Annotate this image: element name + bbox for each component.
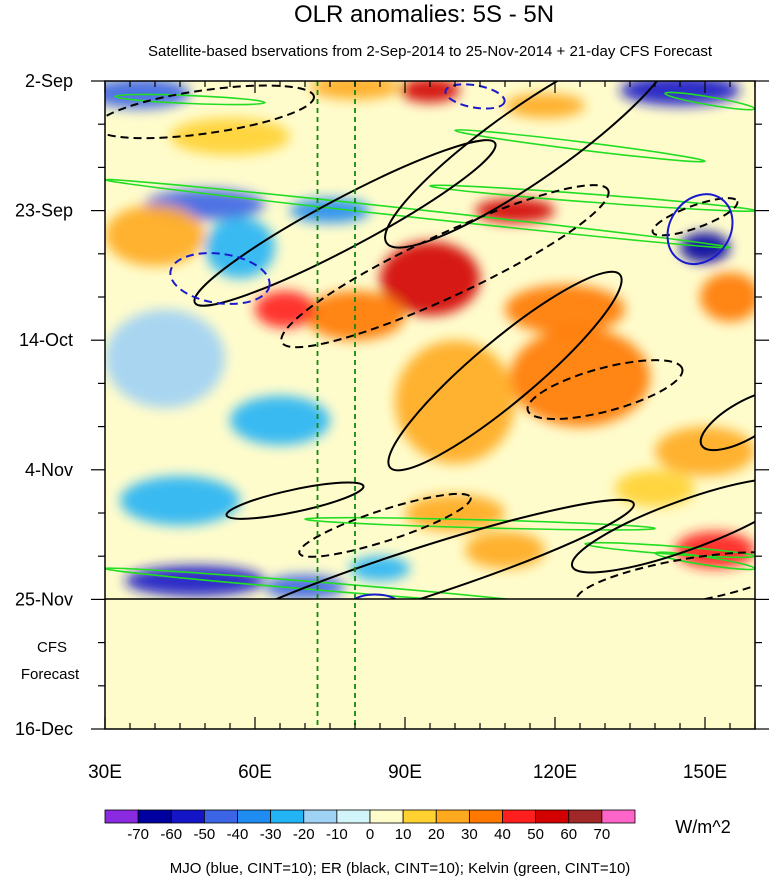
olr-anomaly-blob <box>405 494 505 532</box>
er-contour <box>384 81 676 249</box>
olr-anomaly-blob <box>380 241 480 316</box>
olr-anomaly-blob <box>350 556 410 581</box>
y-tick-label: 2-Sep <box>25 71 73 91</box>
er-contour <box>298 492 472 558</box>
y-tick-label: 4-Nov <box>25 460 73 480</box>
colorbar-swatch <box>535 809 570 824</box>
olr-anomaly-blob <box>255 290 315 328</box>
colorbar-swatch <box>237 809 272 824</box>
chart-caption: MJO (blue, CINT=10); ER (black, CINT=10)… <box>170 860 631 877</box>
colorbar-label: 60 <box>560 826 577 843</box>
colorbar-swatch <box>270 809 305 824</box>
colorbar-swatch <box>303 809 338 824</box>
olr-anomaly-blob <box>475 198 555 223</box>
kelvin-contour <box>664 91 755 111</box>
colorbar-label: -50 <box>194 826 216 843</box>
olr-anomaly-blob <box>105 309 225 409</box>
colorbar-swatch <box>568 809 603 824</box>
y-tick-label: 16-Dec <box>15 719 73 739</box>
olr-anomaly-blob <box>105 204 205 267</box>
er-contour <box>193 139 497 307</box>
y-tick-label: 14-Oct <box>19 330 73 350</box>
olr-anomaly-blob <box>230 395 330 446</box>
er-contour <box>280 184 610 349</box>
colorbar-label: 30 <box>461 826 478 843</box>
mjo-contour <box>666 193 734 265</box>
olr-anomaly-blob <box>465 531 545 569</box>
olr-anomaly-blob <box>395 340 515 464</box>
kelvin-contour <box>105 567 556 599</box>
colorbar-unit: W/m^2 <box>675 817 730 837</box>
er-contour <box>575 551 755 599</box>
colorbar-swatch <box>104 809 139 824</box>
colorbar-swatch <box>170 809 205 824</box>
olr-anomaly-blob <box>655 426 755 476</box>
olr-anomaly-blob <box>615 469 695 507</box>
olr-anomaly-blob <box>120 475 240 526</box>
colorbar-label: -30 <box>260 826 282 843</box>
er-contour <box>225 481 365 520</box>
colorbar-label: -10 <box>326 826 348 843</box>
colorbar-swatch <box>435 809 470 824</box>
colorbar-swatch <box>402 809 437 824</box>
kelvin-contour <box>304 516 656 531</box>
x-tick-label: 30E <box>88 762 122 783</box>
colorbar-label: 50 <box>527 826 544 843</box>
colorbar-label: 0 <box>366 826 374 843</box>
forecast-label-line2: Forecast <box>21 666 80 683</box>
colorbar-label: 20 <box>428 826 445 843</box>
chart-subtitle: Satellite-based bservations from 2-Sep-2… <box>148 43 713 60</box>
colorbar-swatch <box>468 809 503 824</box>
colorbar-swatch <box>369 809 404 824</box>
colorbar-label: -20 <box>293 826 315 843</box>
er-contour <box>105 84 315 140</box>
olr-anomaly-blob <box>700 272 755 322</box>
olr-anomaly-blob <box>510 327 650 427</box>
colorbar-label: 10 <box>395 826 412 843</box>
mjo-contour <box>353 593 397 599</box>
colorbar-label: 40 <box>494 826 511 843</box>
olr-anomaly-blob <box>400 81 460 103</box>
colorbar-swatch <box>502 809 537 824</box>
colorbar-label: -40 <box>227 826 249 843</box>
colorbar: -70 -60 -50 -40 -30 -20 -10 0 10 20 30 40 50 60 70 <box>104 809 636 843</box>
er-contour <box>526 359 684 420</box>
er-contour <box>195 498 635 599</box>
forecast-label-line1: CFS <box>37 639 67 656</box>
er-contour <box>651 197 739 237</box>
x-tick-label: 90E <box>388 762 422 783</box>
olr-anomaly-blob <box>125 565 265 597</box>
colorbar-swatch <box>137 809 172 824</box>
y-tick-label: 23-Sep <box>15 201 73 221</box>
x-tick-label: 150E <box>683 762 727 783</box>
olr-anomaly-blob <box>205 216 275 279</box>
colorbar-label: 70 <box>594 826 611 843</box>
colorbar-label: -70 <box>127 826 149 843</box>
colorbar-label: -60 <box>160 826 182 843</box>
olr-anomaly-blob <box>310 81 400 100</box>
colorbar-swatch <box>336 809 371 824</box>
kelvin-contour <box>454 129 706 163</box>
colorbar-swatch <box>601 809 636 824</box>
kelvin-contour <box>114 93 266 106</box>
x-tick-label: 60E <box>238 762 272 783</box>
olr-anomaly-blob <box>290 198 370 223</box>
olr-anomaly-blob <box>505 284 625 335</box>
olr-anomaly-blob <box>505 93 585 119</box>
er-contour <box>570 477 755 574</box>
mjo-contour <box>444 83 506 110</box>
chart-title: OLR anomalies: 5S - 5N <box>294 1 554 28</box>
olr-anomaly-blob <box>170 118 290 156</box>
colorbar-swatch <box>203 809 238 824</box>
x-tick-label: 120E <box>533 762 577 783</box>
er-contour <box>387 270 623 472</box>
forecast-region <box>105 599 755 729</box>
y-tick-label: 25-Nov <box>15 589 73 609</box>
mjo-contour <box>169 252 271 305</box>
